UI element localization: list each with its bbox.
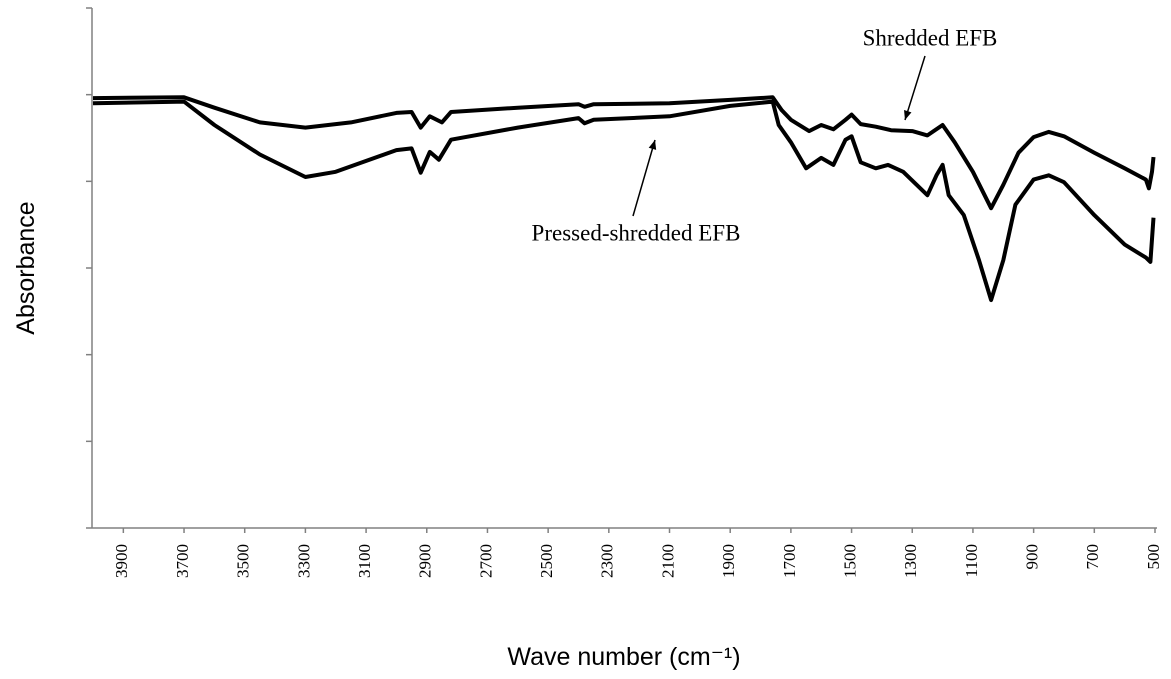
x-tick-label: 1900 <box>719 544 738 578</box>
x-tick-label: 3700 <box>173 544 192 578</box>
x-tick-label: 2300 <box>598 544 617 578</box>
y-axis-label: Absorbance <box>12 201 40 334</box>
x-axis-label: Wave number (cm⁻¹) <box>507 643 740 671</box>
x-tick-label: 500 <box>1144 544 1163 570</box>
x-tick-label: 1300 <box>901 544 920 578</box>
x-tick-label: 1500 <box>840 544 859 578</box>
x-tick-label: 700 <box>1083 544 1102 570</box>
x-tick-label: 3900 <box>112 544 131 578</box>
arrow-head <box>904 110 912 120</box>
arrow-head <box>648 140 657 150</box>
x-tick-label: 3500 <box>234 544 253 578</box>
x-tick-label: 3300 <box>294 544 313 578</box>
x-tick-label: 1100 <box>962 544 981 577</box>
annotation-arrow <box>904 55 926 121</box>
x-tick-label: 900 <box>1023 544 1042 570</box>
x-tick-label: 3100 <box>355 544 374 578</box>
annotation: Shredded EFB <box>863 25 998 50</box>
annotation: Pressed-shredded EFB <box>532 220 741 245</box>
x-tick-label: 2700 <box>476 544 495 578</box>
annotation-arrow <box>632 139 656 217</box>
x-tick-label: 2500 <box>537 544 556 578</box>
x-tick-label: 1700 <box>780 544 799 578</box>
spectrum-line <box>92 99 1156 303</box>
x-tick-label: 2900 <box>416 544 435 578</box>
x-tick-label: 2100 <box>658 544 677 578</box>
spectrum-line <box>92 95 1156 211</box>
